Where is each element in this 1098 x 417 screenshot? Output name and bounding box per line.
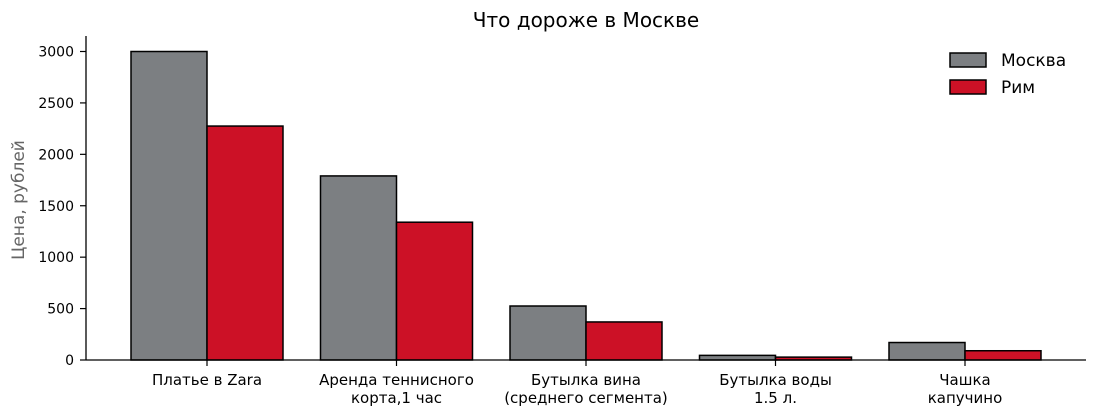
- legend-swatch-rome: [949, 79, 987, 95]
- x-category-label: Бутылка воды: [719, 371, 832, 389]
- bar-rome-0: [206, 125, 284, 361]
- x-category-label: (среднего сегмента): [504, 389, 668, 407]
- bar-moscow-3: [698, 354, 777, 361]
- y-tick-label: 1500: [38, 199, 74, 215]
- bars-group: [130, 50, 1042, 361]
- bar-rome-1: [395, 221, 474, 361]
- bar-rome-4: [964, 349, 1042, 361]
- y-axis-label: Цена, рублей: [9, 140, 29, 260]
- x-category-label: Бутылка вина: [531, 371, 641, 389]
- chart-title: Что дороже в Москве: [473, 8, 699, 32]
- bar-moscow-0: [130, 50, 208, 361]
- bar-moscow-4: [888, 341, 966, 361]
- y-tick-label: 2000: [38, 147, 74, 163]
- y-ticks-group: 0 500 1000 1500 2000 2500 3000: [38, 45, 86, 369]
- bar-moscow-2: [509, 305, 587, 361]
- legend-swatch-moscow: [949, 52, 987, 68]
- x-category-label: корта,1 час: [351, 389, 442, 407]
- x-category-label: Чашка: [939, 371, 990, 389]
- legend: Москва Рим: [949, 51, 1066, 98]
- y-tick-label: 3000: [38, 45, 74, 61]
- y-tick-label: 2500: [38, 96, 74, 112]
- legend-label-moscow: Москва: [1001, 51, 1066, 71]
- legend-label-rome: Рим: [1001, 78, 1035, 98]
- y-tick-label: 500: [47, 302, 74, 318]
- bar-rome-2: [585, 321, 663, 361]
- x-category-label: 1.5 л.: [754, 389, 797, 407]
- bar-moscow-1: [319, 175, 398, 361]
- x-category-label: капучино: [928, 389, 1003, 407]
- x-category-label: Аренда теннисного: [319, 371, 474, 389]
- y-tick-label: 0: [65, 353, 74, 369]
- y-tick-label: 1000: [38, 250, 74, 266]
- x-category-label: Платье в Zara: [152, 371, 262, 389]
